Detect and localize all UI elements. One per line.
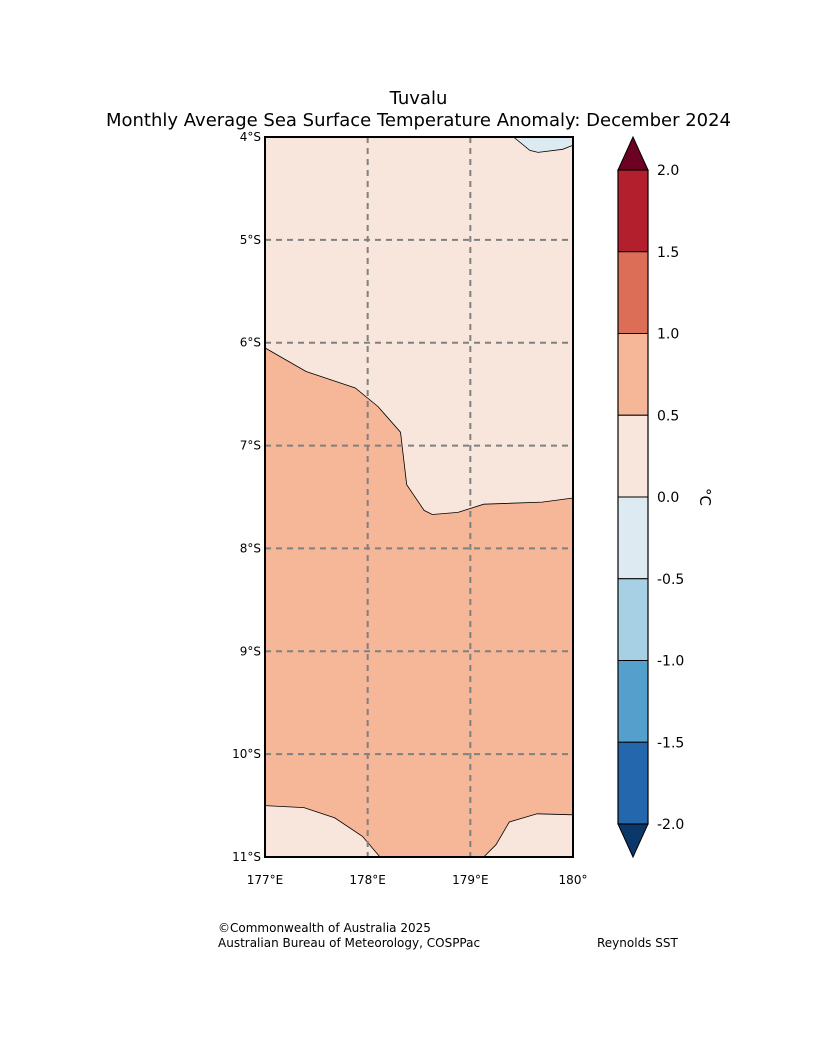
colorbar-tick-label: -1.5 — [657, 735, 684, 751]
lon-tick-label: 177°E — [247, 873, 284, 887]
lat-tick-label: 4°S — [240, 130, 261, 144]
lat-tick-label: 10°S — [232, 747, 261, 761]
colorbar-over-arrow — [617, 135, 649, 171]
colorbar-unit-label: °C — [696, 488, 714, 506]
region-north — [265, 137, 573, 515]
region-south-west-patch — [265, 805, 380, 857]
contour-line-south-east — [483, 813, 573, 857]
lat-tick-label: 9°S — [240, 644, 261, 658]
lon-tick-label: 179°E — [452, 873, 489, 887]
colorbar-tick-label: 1.5 — [657, 245, 679, 261]
lat-tick-label: 7°S — [240, 439, 261, 453]
contour-line-north-east — [513, 137, 573, 153]
colorbar-tick-label: -1.0 — [657, 654, 684, 670]
map-title: Tuvalu — [389, 88, 448, 109]
lon-tick-label: 180° — [559, 873, 588, 887]
lon-tick-label: 178°E — [349, 873, 386, 887]
contour-line-north — [265, 347, 573, 515]
region-north-east-patch — [513, 137, 573, 153]
colorbar-tick-label: 1.0 — [657, 327, 679, 343]
colorbar-segment — [617, 169, 649, 253]
lat-tick-label: 6°S — [240, 336, 261, 350]
colorbar-tick-label: -0.5 — [657, 572, 684, 588]
lat-tick-label: 5°S — [240, 233, 261, 247]
colorbar-segment — [617, 333, 649, 416]
colorbar-frame — [617, 169, 649, 825]
colorbar-segment — [617, 414, 649, 498]
agency-text: Australian Bureau of Meteorology, COSPPa… — [218, 936, 481, 950]
lat-tick-label: 11°S — [232, 850, 261, 864]
colorbar-segment — [617, 496, 649, 580]
map-frame — [264, 136, 574, 858]
colorbar-segment — [617, 660, 649, 743]
colorbar-tick-label: 0.0 — [657, 490, 679, 506]
colorbar-under-arrow — [617, 823, 649, 859]
region-south-east-patch — [483, 813, 573, 857]
colorbar-tick-label: -2.0 — [657, 817, 684, 833]
colorbar-tick-label: 2.0 — [657, 163, 679, 179]
data-source-text: Reynolds SST — [597, 936, 678, 950]
colorbar-segment — [617, 578, 649, 661]
copyright-text: ©Commonwealth of Australia 2025 — [218, 921, 431, 935]
colorbar-tick-label: 0.5 — [657, 408, 679, 424]
lat-tick-label: 8°S — [240, 541, 261, 555]
colorbar-segment — [617, 741, 649, 825]
map-subtitle: Monthly Average Sea Surface Temperature … — [105, 110, 732, 131]
map-field — [265, 137, 573, 857]
footer-credits: ©Commonwealth of Australia 2025 Australi… — [218, 921, 480, 951]
colorbar-segment — [617, 251, 649, 334]
